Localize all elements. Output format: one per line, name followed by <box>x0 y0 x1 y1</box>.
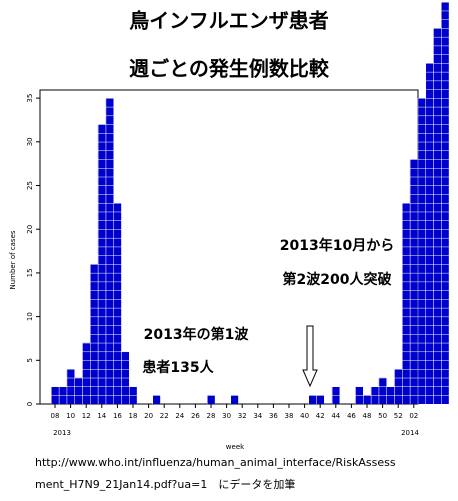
bar <box>316 395 325 404</box>
y-tick-label: 0 <box>26 402 34 406</box>
x-tick-label: 22 <box>160 412 169 420</box>
bar <box>363 395 371 404</box>
bar <box>441 2 449 405</box>
x-tick-label: 42 <box>316 412 325 420</box>
bar <box>308 395 317 404</box>
x-tick-label: 44 <box>331 412 340 420</box>
x-tick-label: 50 <box>378 412 387 420</box>
year-label: 2013 <box>53 429 71 437</box>
bar <box>152 395 161 404</box>
annotation: 2013年10月から <box>280 237 394 254</box>
y-tick-label: 15 <box>26 268 34 277</box>
x-tick-label: 40 <box>300 412 309 420</box>
bar <box>129 386 137 404</box>
x-tick-label: 26 <box>191 412 200 420</box>
annotation: 患者135人 <box>142 359 214 376</box>
x-tick-label: 52 <box>394 412 403 420</box>
annotation: 2013年の第1波 <box>144 326 250 343</box>
bar <box>105 98 114 404</box>
x-tick-label: 16 <box>113 412 122 420</box>
year-label: 2014 <box>401 429 419 437</box>
x-tick-label: 10 <box>66 412 75 420</box>
bar <box>207 395 215 404</box>
source-text: ment_H7N9_21Jan14.pdf?ua=1 にデータを加筆 <box>35 477 295 491</box>
y-tick-label: 25 <box>26 181 34 190</box>
bar <box>90 264 98 404</box>
x-tick-label: 12 <box>82 412 91 420</box>
bar <box>433 28 442 404</box>
x-tick-label: 30 <box>222 412 231 420</box>
x-tick-label: 46 <box>347 412 356 420</box>
y-tick-label: 30 <box>26 137 34 146</box>
bar <box>74 377 83 404</box>
x-tick-label: 32 <box>238 412 247 420</box>
y-tick-label: 10 <box>26 312 34 321</box>
bar <box>378 377 387 404</box>
bars <box>51 2 449 405</box>
bar <box>51 386 59 404</box>
x-tick-label: 24 <box>175 412 184 420</box>
bar <box>409 159 418 404</box>
y-tick-label: 20 <box>26 225 34 234</box>
y-tick-label: 35 <box>26 94 34 103</box>
bar <box>417 98 426 404</box>
bar <box>394 369 403 404</box>
bar <box>331 386 340 404</box>
x-axis-label: week <box>226 443 245 451</box>
bar <box>82 342 91 404</box>
chart-title: 鳥インフルエンザ患者 <box>129 9 328 33</box>
x-tick-label: 18 <box>129 412 138 420</box>
annotation: 第2波200人突破 <box>283 271 392 288</box>
bar <box>425 63 434 404</box>
arrow <box>302 325 318 388</box>
y-tick-label: 5 <box>26 358 34 362</box>
y-axis-label: Number of cases <box>9 230 17 289</box>
source-text: http://www.who.int/influenza/human_anima… <box>35 456 396 469</box>
bar <box>66 369 75 404</box>
bar <box>386 386 395 404</box>
bar <box>370 386 379 404</box>
bar <box>230 395 239 404</box>
x-tick-label: 28 <box>207 412 216 420</box>
x-tick-label: 14 <box>97 412 106 420</box>
bar <box>355 386 364 404</box>
x-tick-label: 08 <box>51 412 60 420</box>
bar <box>402 203 410 404</box>
x-tick-label: 20 <box>144 412 153 420</box>
chart-subtitle: 週ごとの発生例数比較 <box>129 57 330 81</box>
x-tick-label: 34 <box>253 412 262 420</box>
x-tick-label: 36 <box>269 412 278 420</box>
bar <box>97 124 106 404</box>
x-tick-label: 02 <box>409 412 418 420</box>
bar <box>58 386 67 404</box>
x-tick-label: 38 <box>285 412 294 420</box>
x-tick-label: 48 <box>363 412 372 420</box>
bar <box>113 203 122 404</box>
bar <box>121 351 130 404</box>
